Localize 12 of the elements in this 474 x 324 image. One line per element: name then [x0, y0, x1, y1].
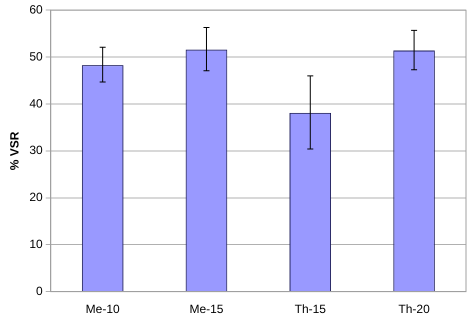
- y-tick-label: 50: [29, 49, 44, 64]
- y-tick-label: 60: [29, 2, 44, 17]
- x-tick-label: Th-15: [294, 302, 326, 316]
- y-tick-label: 30: [29, 143, 44, 158]
- y-tick-label: 10: [29, 237, 44, 252]
- x-tick-label: Th-20: [398, 302, 430, 316]
- x-tick-label: Me-15: [189, 302, 224, 316]
- y-axis-title: % VSR: [8, 131, 22, 170]
- x-tick-label: Me-10: [86, 302, 120, 316]
- y-tick-label: 0: [36, 284, 44, 298]
- y-tick-label: 40: [29, 96, 44, 110]
- y-tick-label: 20: [29, 190, 44, 204]
